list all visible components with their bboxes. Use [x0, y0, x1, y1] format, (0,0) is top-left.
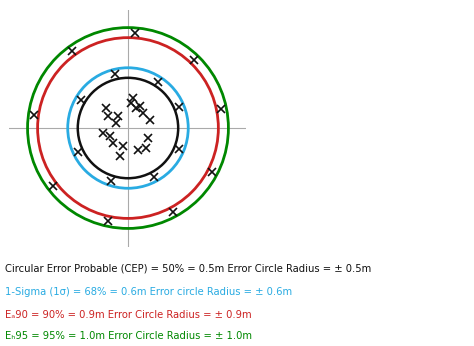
Text: Eₐ90 = 90% = 0.9m Error Circle Radius = ± 0.9m: Eₐ90 = 90% = 0.9m Error Circle Radius = … — [5, 310, 251, 320]
Text: 1-Sigma (1σ) = 68% = 0.6m Error circle Radius = ± 0.6m: 1-Sigma (1σ) = 68% = 0.6m Error circle R… — [5, 288, 292, 297]
Text: Eₕ95 = 95% = 1.0m Error Circle Radius = ± 1.0m: Eₕ95 = 95% = 1.0m Error Circle Radius = … — [5, 331, 252, 341]
Text: Circular Error Probable (CEP) = 50% = 0.5m Error Circle Radius = ± 0.5m: Circular Error Probable (CEP) = 50% = 0.… — [5, 263, 371, 273]
